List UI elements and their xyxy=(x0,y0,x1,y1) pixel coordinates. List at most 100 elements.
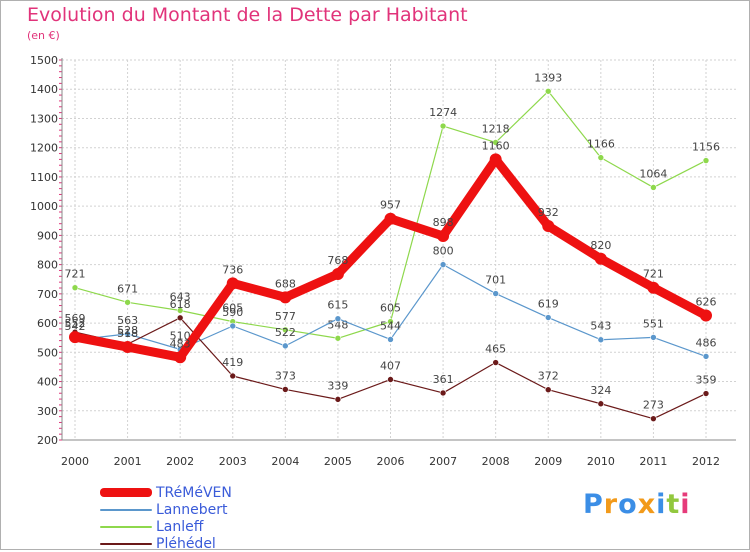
data-label-pl-h-del: 528 xyxy=(117,324,138,337)
y-tick-label: 1100 xyxy=(30,171,58,184)
data-point-lanleff xyxy=(597,154,605,161)
data-point-tr-m-ven xyxy=(279,291,292,304)
data-point-tr-m-ven xyxy=(226,277,239,290)
data-point-tr-m-ven xyxy=(121,341,134,354)
data-point-pl-h-del xyxy=(334,396,342,403)
legend-swatch xyxy=(100,508,152,511)
x-tick-label: 2009 xyxy=(534,455,562,468)
logo-letter: o xyxy=(618,489,638,520)
data-label-lannebert: 544 xyxy=(380,319,401,332)
logo-letter: i xyxy=(680,489,691,520)
data-point-pl-h-del xyxy=(702,390,710,397)
data-point-pl-h-del xyxy=(229,372,237,380)
data-label-lannebert: 619 xyxy=(538,298,559,311)
x-tick-label: 2011 xyxy=(639,455,667,468)
y-tick-label: 700 xyxy=(37,288,58,301)
y-tick-label: 1400 xyxy=(30,83,58,96)
data-label-tr-m-ven: 768 xyxy=(327,254,348,267)
data-label-pl-h-del: 361 xyxy=(433,373,454,386)
x-tick-label: 2000 xyxy=(61,455,89,468)
data-point-lannebert xyxy=(229,322,237,330)
logo-letter: i xyxy=(656,489,667,520)
data-point-lanleff xyxy=(282,326,289,334)
data-point-lannebert xyxy=(124,330,131,338)
data-label-lanleff: 1064 xyxy=(639,167,667,180)
data-label-lanleff: 1166 xyxy=(587,138,615,151)
data-label-lanleff: 605 xyxy=(380,302,401,315)
data-label-pl-h-del: 419 xyxy=(222,356,243,369)
logo-letter: r xyxy=(603,489,619,520)
data-point-tr-m-ven xyxy=(594,252,607,265)
legend-label: Lannebert xyxy=(156,501,228,518)
data-label-lannebert: 542 xyxy=(65,320,86,333)
data-point-lannebert xyxy=(439,261,447,268)
data-point-lanleff xyxy=(71,284,79,292)
x-tick-label: 2007 xyxy=(429,455,457,468)
data-label-pl-h-del: 324 xyxy=(590,384,611,397)
data-point-pl-h-del xyxy=(492,359,499,366)
data-point-lanleff xyxy=(544,87,552,95)
data-point-lanleff xyxy=(387,318,394,325)
data-point-lannebert xyxy=(702,353,710,360)
data-point-pl-h-del xyxy=(544,386,552,394)
legend-label: Pléhédel xyxy=(156,535,216,552)
legend-label: TRéMéVEN xyxy=(156,484,232,501)
data-label-tr-m-ven: 1160 xyxy=(482,139,510,152)
data-label-pl-h-del: 373 xyxy=(275,369,296,382)
data-point-lanleff xyxy=(439,122,447,130)
y-tick-label: 400 xyxy=(37,376,58,389)
y-tick-label: 800 xyxy=(37,259,58,272)
data-label-pl-h-del: 359 xyxy=(696,374,717,387)
data-point-tr-m-ven xyxy=(700,309,712,322)
data-label-pl-h-del: 339 xyxy=(327,379,348,392)
data-point-pl-h-del xyxy=(597,400,605,408)
data-point-pl-h-del xyxy=(176,314,184,322)
data-label-lannebert: 551 xyxy=(643,317,664,330)
y-tick-label: 600 xyxy=(37,317,58,330)
data-point-tr-m-ven xyxy=(174,351,187,364)
data-point-lanleff xyxy=(492,139,499,146)
data-point-tr-m-ven xyxy=(489,153,502,166)
y-tick-label: 500 xyxy=(37,346,58,359)
data-label-lannebert: 510 xyxy=(170,329,191,342)
data-label-lanleff: 721 xyxy=(65,268,86,281)
legend-item-tr-m-ven: TRéMéVEN xyxy=(100,484,232,501)
chart-subtitle: (en €) xyxy=(27,29,60,42)
data-point-pl-h-del xyxy=(650,415,657,422)
x-tick-label: 2008 xyxy=(482,455,510,468)
data-point-lannebert xyxy=(544,314,552,321)
data-point-tr-m-ven xyxy=(69,331,81,344)
logo-letter: x xyxy=(637,489,657,520)
chart-legend: TRéMéVEN Lannebert Lanleff Pléhédel xyxy=(100,484,232,552)
y-tick-label: 1500 xyxy=(30,54,58,67)
data-label-tr-m-ven: 626 xyxy=(696,295,717,308)
data-point-tr-m-ven xyxy=(647,281,660,294)
x-tick-label: 2001 xyxy=(114,455,142,468)
legend-item-pl-h-del: Pléhédel xyxy=(100,535,232,552)
x-tick-label: 2006 xyxy=(377,455,405,468)
data-label-pl-h-del: 407 xyxy=(380,359,401,372)
data-point-lannebert xyxy=(650,334,657,341)
y-tick-label: 200 xyxy=(37,434,58,447)
data-label-lannebert: 486 xyxy=(696,336,717,349)
data-label-lannebert: 615 xyxy=(327,299,348,312)
data-label-pl-h-del: 569 xyxy=(65,312,86,325)
data-label-lannebert: 701 xyxy=(485,274,506,287)
y-tick-label: 1000 xyxy=(30,200,58,213)
data-label-tr-m-ven: 688 xyxy=(275,277,296,290)
data-point-pl-h-del xyxy=(282,386,289,393)
data-point-tr-m-ven xyxy=(384,212,397,225)
data-label-tr-m-ven: 552 xyxy=(65,317,86,330)
x-tick-label: 2004 xyxy=(271,455,299,468)
data-label-pl-h-del: 618 xyxy=(170,298,191,311)
legend-swatch xyxy=(100,488,152,497)
x-tick-label: 2012 xyxy=(692,455,720,468)
x-tick-label: 2003 xyxy=(219,455,247,468)
data-label-pl-h-del: 273 xyxy=(643,399,664,412)
data-label-tr-m-ven: 736 xyxy=(222,263,243,276)
logo-letter: P xyxy=(583,489,604,520)
legend-swatch xyxy=(100,542,152,545)
data-label-lanleff: 605 xyxy=(222,302,243,315)
data-label-lannebert: 590 xyxy=(222,306,243,319)
data-point-lanleff xyxy=(334,334,342,342)
